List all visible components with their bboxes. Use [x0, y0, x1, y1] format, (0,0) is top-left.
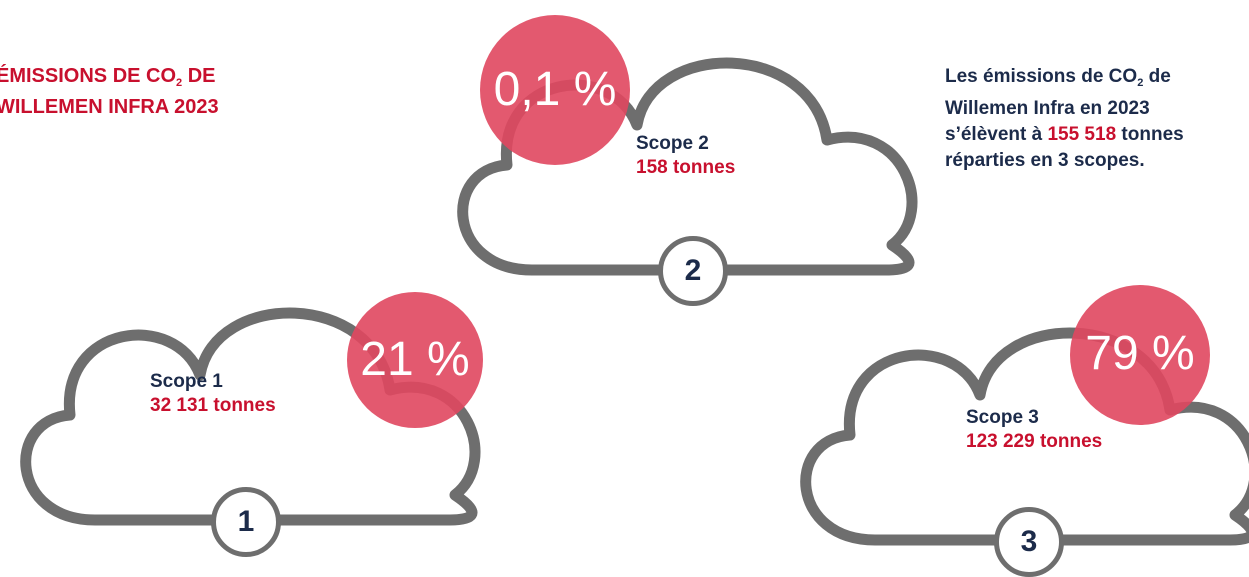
scope-3-percent: 79 %: [1085, 327, 1195, 380]
scope-1-percent-disc: [347, 292, 483, 428]
scope-3-percent-disc: [1070, 285, 1210, 425]
scope-1-value: 32 131 tonnes: [150, 395, 276, 416]
summary-line-3-prefix: s’élèvent à: [945, 124, 1048, 145]
summary-total-tonnes: 155 518: [1047, 124, 1117, 145]
scope-2-percent-disc: [480, 15, 630, 165]
scope-3-value: 123 229 tonnes: [966, 431, 1103, 452]
summary-line-2: Willemen Infra en 2023: [945, 98, 1150, 119]
summary-line-1-suffix: de: [1143, 66, 1171, 87]
title-co2-subscript: 2: [176, 77, 183, 89]
summary-line-4: réparties en 3 scopes.: [945, 150, 1145, 171]
scope-1-label: Scope 1 32 131 tonnes: [150, 370, 276, 418]
title-line-1-suffix: DE: [182, 65, 216, 87]
scope-2-value: 158 tonnes: [636, 157, 736, 178]
summary-line-1: Les émissions de CO2 de: [945, 64, 1245, 96]
summary-line-3-suffix: tonnes: [1116, 124, 1184, 145]
summary-text: Les émissions de CO2 de Willemen Infra e…: [945, 64, 1245, 174]
title-co2-text: ÉMISSIONS DE CO: [0, 65, 177, 87]
scope-2-label: Scope 2 158 tonnes: [636, 132, 735, 180]
scope-2-number-badge: 2: [658, 236, 728, 306]
summary-line-3: s’élèvent à 155 518 tonnes: [945, 122, 1245, 148]
scope-3-number-badge: 3: [994, 507, 1064, 577]
summary-co2-text: Les émissions de CO: [945, 66, 1138, 87]
scope-3-label: Scope 3 123 229 tonnes: [966, 406, 1102, 454]
scope-1-name: Scope 1: [150, 371, 223, 392]
scope-1-number-badge: 1: [211, 487, 281, 557]
page-title: ÉMISSIONS DE CO2 DE WILLEMEN INFRA 2023: [0, 64, 219, 119]
scope-3-name: Scope 3: [966, 407, 1039, 428]
title-line-2: WILLEMEN INFRA 2023: [0, 96, 219, 118]
scope-2-name: Scope 2: [636, 133, 709, 154]
scope-2-percent: 0,1 %: [493, 63, 617, 116]
summary-co2-subscript: 2: [1137, 77, 1144, 89]
scope-1-percent: 21 %: [360, 333, 470, 386]
title-line-1: ÉMISSIONS DE CO2 DE: [0, 64, 219, 95]
